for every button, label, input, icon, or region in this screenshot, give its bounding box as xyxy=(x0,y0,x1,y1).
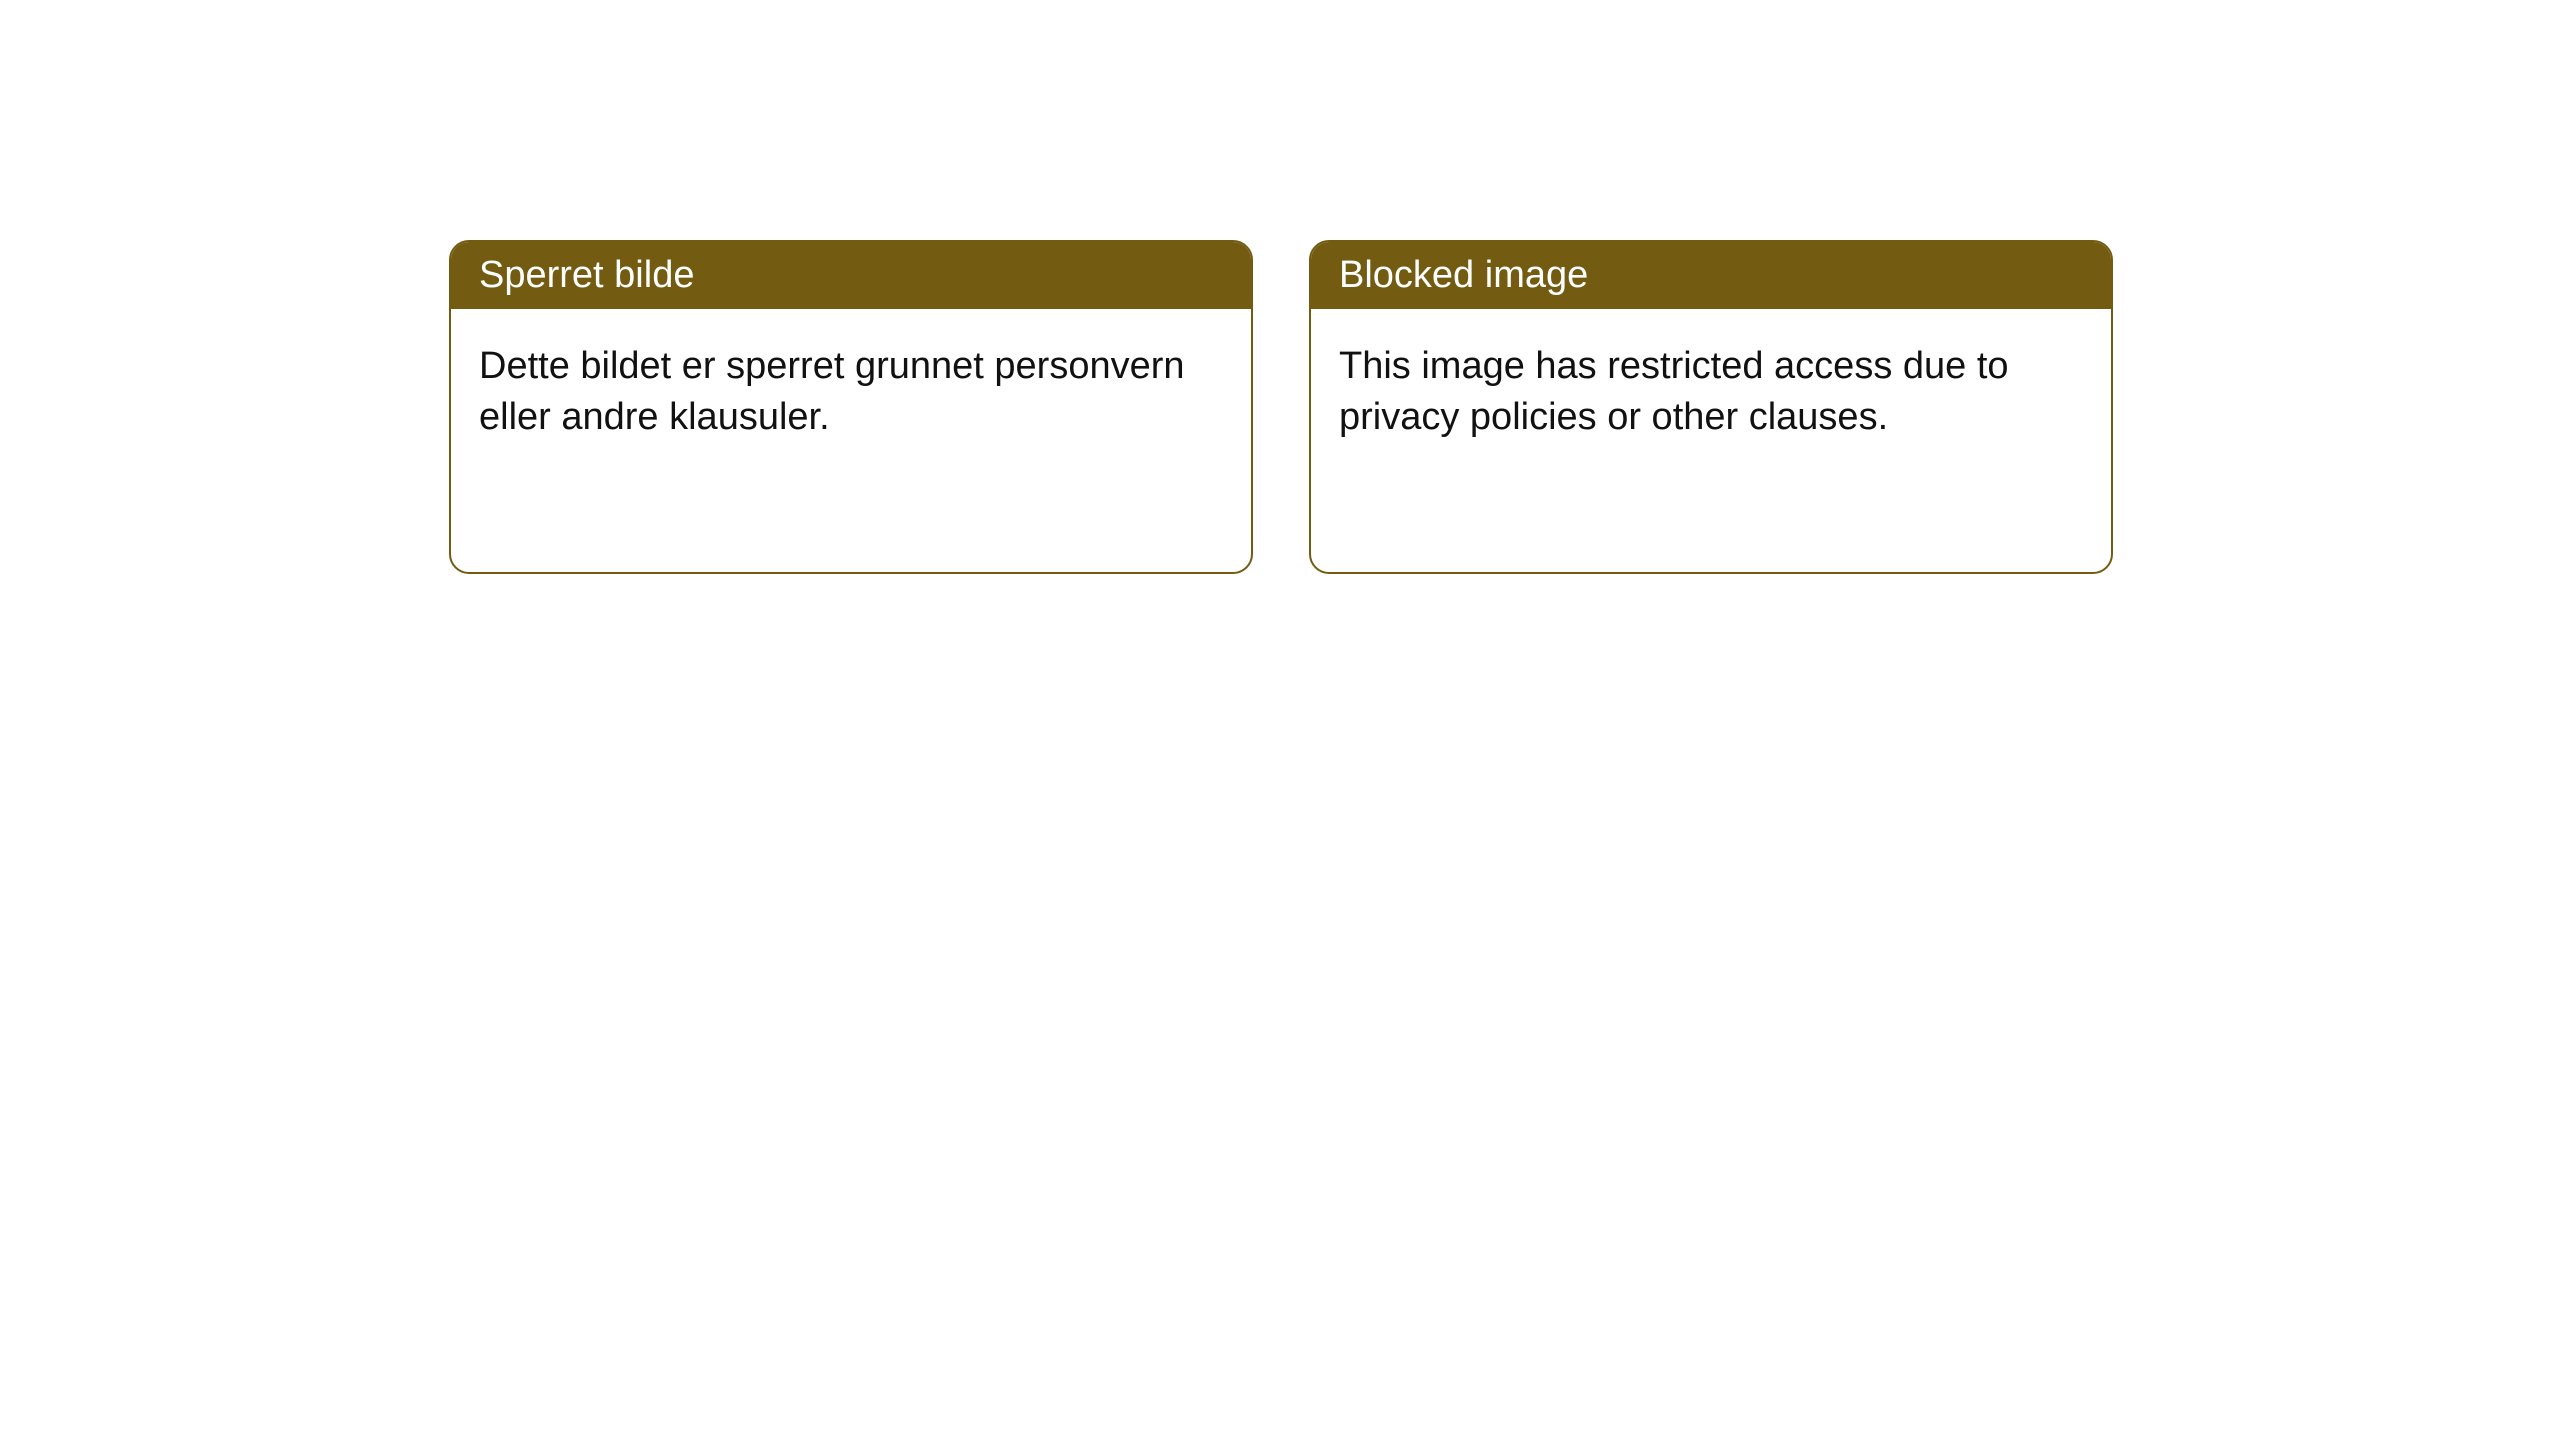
panels-container: Sperret bilde Dette bildet er sperret gr… xyxy=(0,0,2560,574)
panel-body-en: This image has restricted access due to … xyxy=(1311,309,2111,476)
panel-title-no: Sperret bilde xyxy=(451,242,1251,309)
blocked-image-panel-en: Blocked image This image has restricted … xyxy=(1309,240,2113,574)
panel-body-no: Dette bildet er sperret grunnet personve… xyxy=(451,309,1251,476)
blocked-image-panel-no: Sperret bilde Dette bildet er sperret gr… xyxy=(449,240,1253,574)
panel-title-en: Blocked image xyxy=(1311,242,2111,309)
